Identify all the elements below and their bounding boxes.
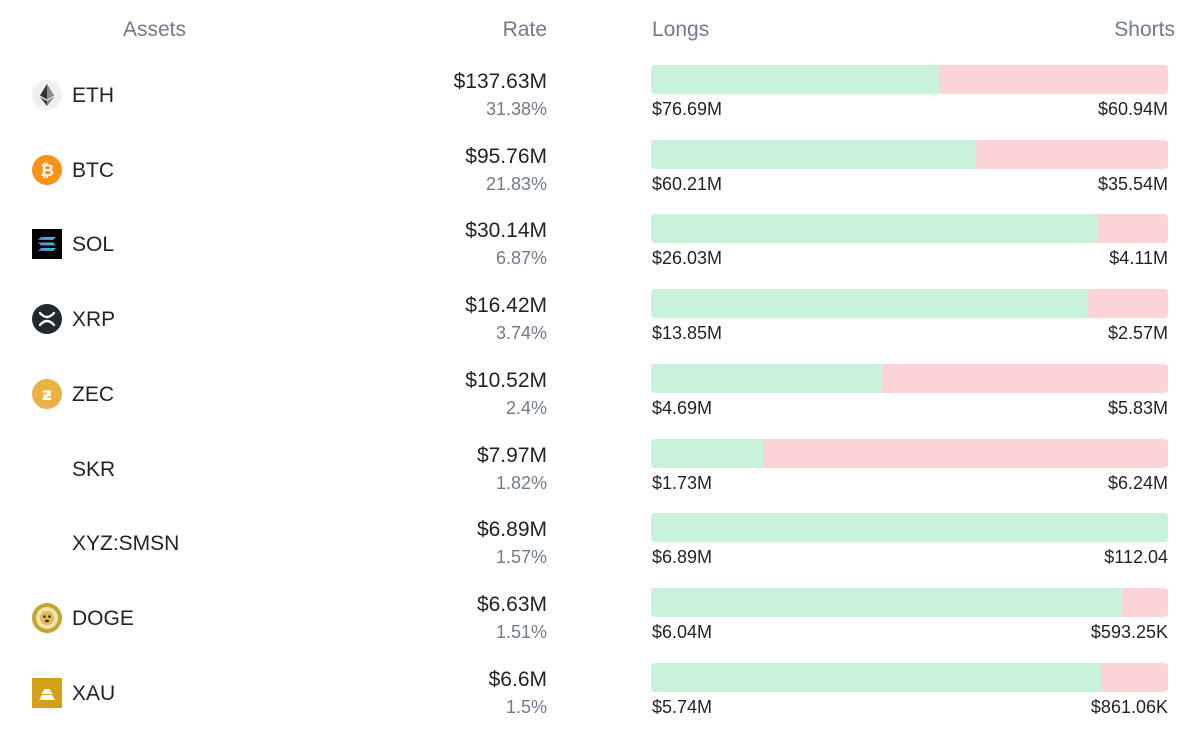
table-row[interactable]: DOGE $6.63M 1.51% $6.04M $593.25K	[0, 587, 1200, 663]
long-bar-fill	[651, 139, 977, 169]
rate-percent: 1.82%	[495, 472, 547, 493]
long-short-bar	[651, 662, 1168, 692]
rate-value: $30.14M	[465, 219, 547, 243]
shorts-amount: $35.54M	[1097, 173, 1168, 194]
table-row[interactable]: XAU $6.6M 1.5% $5.74M $861.06K	[0, 662, 1200, 738]
longs-amount: $5.74M	[652, 696, 713, 717]
sol-icon	[32, 229, 62, 260]
rate-percent: 6.87%	[495, 248, 547, 269]
shorts-amount: $2.57M	[1107, 323, 1168, 344]
shorts-amount: $6.24M	[1107, 472, 1168, 493]
long-short-bar	[651, 363, 1168, 393]
long-bar-fill	[651, 513, 1168, 543]
rate-percent: 21.83%	[485, 173, 547, 194]
table-row[interactable]: ƶ ZEC $10.52M 2.4% $4.69M $5.83M	[0, 363, 1200, 439]
zec-icon: ƶ	[32, 378, 62, 409]
longs-amount: $6.04M	[652, 621, 713, 642]
asset-symbol: SKR	[72, 457, 116, 481]
rate-value: $6.89M	[476, 518, 547, 542]
header-longs[interactable]: Longs	[652, 18, 710, 41]
header-rate[interactable]: Rate	[502, 18, 547, 41]
long-short-bar	[651, 289, 1168, 319]
header-shorts[interactable]: Shorts	[1114, 18, 1175, 41]
svg-text:ƶ: ƶ	[42, 385, 52, 405]
rate-percent: 31.38%	[485, 99, 547, 119]
rate-percent: 1.5%	[505, 696, 547, 717]
rate-percent: 1.57%	[495, 547, 547, 568]
longs-amount: $1.73M	[652, 472, 713, 493]
shorts-amount: $593.25K	[1090, 621, 1168, 642]
long-short-bar	[651, 513, 1168, 543]
table-row[interactable]: ETH $137.63M 31.38% $76.69M $60.94M	[0, 65, 1200, 140]
long-bar-fill	[651, 214, 1098, 244]
rate-value: $10.52M	[465, 368, 547, 392]
longs-amount: $76.69M	[652, 99, 723, 119]
table-row[interactable]: XYZ:SMSN $6.89M 1.57% $6.89M $112.04	[0, 513, 1200, 588]
rate-percent: 1.51%	[495, 621, 547, 642]
rate-value: $6.63M	[476, 592, 547, 616]
long-short-bar	[651, 587, 1168, 617]
header-assets[interactable]: Assets	[123, 18, 187, 41]
xrp-icon	[32, 304, 62, 335]
asset-symbol: XRP	[72, 308, 116, 332]
long-bar-fill	[651, 587, 1122, 617]
xau-icon	[32, 677, 62, 708]
table-row[interactable]: XRP $16.42M 3.74% $13.85M $2.57M	[0, 289, 1200, 364]
doge-icon	[32, 602, 62, 633]
long-bar-fill	[651, 65, 939, 94]
long-short-bar	[651, 214, 1168, 244]
longs-amount: $13.85M	[652, 323, 723, 344]
rate-value: $6.6M	[488, 667, 547, 691]
rate-percent: 2.4%	[505, 397, 547, 418]
rate-percent: 3.74%	[495, 323, 547, 344]
shorts-amount: $112.04	[1104, 547, 1168, 568]
btc-icon: ₿	[32, 154, 62, 185]
longs-amount: $60.21M	[652, 173, 723, 194]
long-short-bar	[651, 139, 1168, 169]
long-short-bar	[651, 65, 1168, 94]
shorts-amount: $861.06K	[1090, 696, 1168, 717]
longs-amount: $26.03M	[652, 248, 723, 269]
long-bar-fill	[651, 363, 882, 393]
shorts-amount: $4.11M	[1109, 248, 1168, 269]
long-bar-fill	[651, 289, 1088, 319]
asset-symbol: XYZ:SMSN	[72, 532, 180, 556]
long-short-bar	[651, 438, 1168, 468]
asset-symbol: XAU	[72, 681, 116, 705]
long-bar-fill	[651, 438, 764, 468]
table-row[interactable]: SOL $30.14M 6.87% $26.03M $4.11M	[0, 214, 1200, 289]
longs-amount: $4.69M	[652, 397, 713, 418]
asset-symbol: SOL	[72, 233, 115, 257]
rate-value: $95.76M	[465, 144, 547, 168]
table-row[interactable]: SKR $7.97M 1.82% $1.73M $6.24M	[0, 438, 1200, 514]
rate-value: $16.42M	[465, 294, 547, 318]
asset-symbol: DOGE	[72, 606, 134, 630]
rate-value: $137.63M	[453, 70, 547, 93]
svg-text:₿: ₿	[40, 161, 54, 181]
asset-symbol: ZEC	[72, 382, 114, 406]
asset-symbol: ETH	[72, 84, 114, 107]
shorts-amount: $60.94M	[1097, 99, 1168, 119]
longs-amount: $6.89M	[652, 547, 713, 568]
table-row[interactable]: ₿ BTC $95.76M 21.83% $60.21M $35.54M	[0, 139, 1200, 215]
asset-symbol: BTC	[72, 158, 114, 182]
rate-value: $7.97M	[476, 443, 547, 467]
eth-icon	[32, 80, 62, 110]
long-bar-fill	[651, 662, 1101, 692]
shorts-amount: $5.83M	[1107, 397, 1168, 418]
table-header: Assets Rate Longs Shorts	[0, 18, 1200, 48]
